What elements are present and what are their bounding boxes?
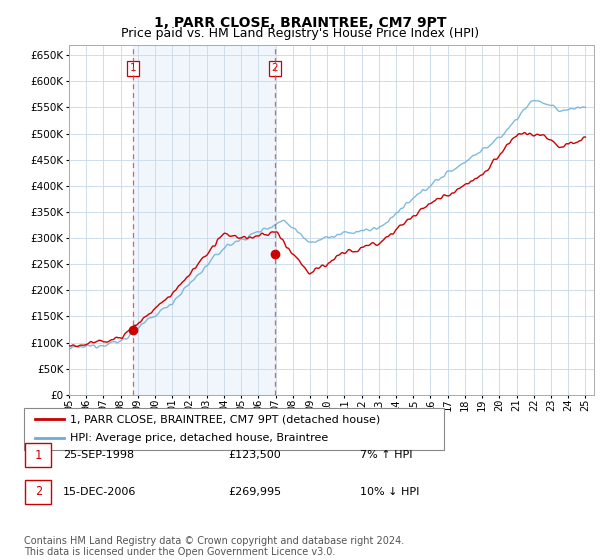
Text: 1: 1 [35, 449, 42, 462]
Text: £269,995: £269,995 [228, 487, 281, 497]
Text: 15-DEC-2006: 15-DEC-2006 [63, 487, 136, 497]
Text: Price paid vs. HM Land Registry's House Price Index (HPI): Price paid vs. HM Land Registry's House … [121, 27, 479, 40]
Text: 2: 2 [35, 485, 42, 498]
Text: 1, PARR CLOSE, BRAINTREE, CM7 9PT (detached house): 1, PARR CLOSE, BRAINTREE, CM7 9PT (detac… [70, 414, 380, 424]
Text: 25-SEP-1998: 25-SEP-1998 [63, 450, 134, 460]
Text: HPI: Average price, detached house, Braintree: HPI: Average price, detached house, Brai… [70, 433, 328, 444]
Text: 1, PARR CLOSE, BRAINTREE, CM7 9PT: 1, PARR CLOSE, BRAINTREE, CM7 9PT [154, 16, 446, 30]
FancyBboxPatch shape [24, 408, 444, 450]
FancyBboxPatch shape [25, 479, 52, 504]
Text: 1: 1 [130, 63, 137, 73]
Bar [133, 45, 275, 395]
Text: Contains HM Land Registry data © Crown copyright and database right 2024.
This d: Contains HM Land Registry data © Crown c… [24, 535, 404, 557]
Text: 10% ↓ HPI: 10% ↓ HPI [360, 487, 419, 497]
Text: 2: 2 [272, 63, 278, 73]
Text: 7% ↑ HPI: 7% ↑ HPI [360, 450, 413, 460]
FancyBboxPatch shape [25, 443, 52, 468]
Text: £123,500: £123,500 [228, 450, 281, 460]
